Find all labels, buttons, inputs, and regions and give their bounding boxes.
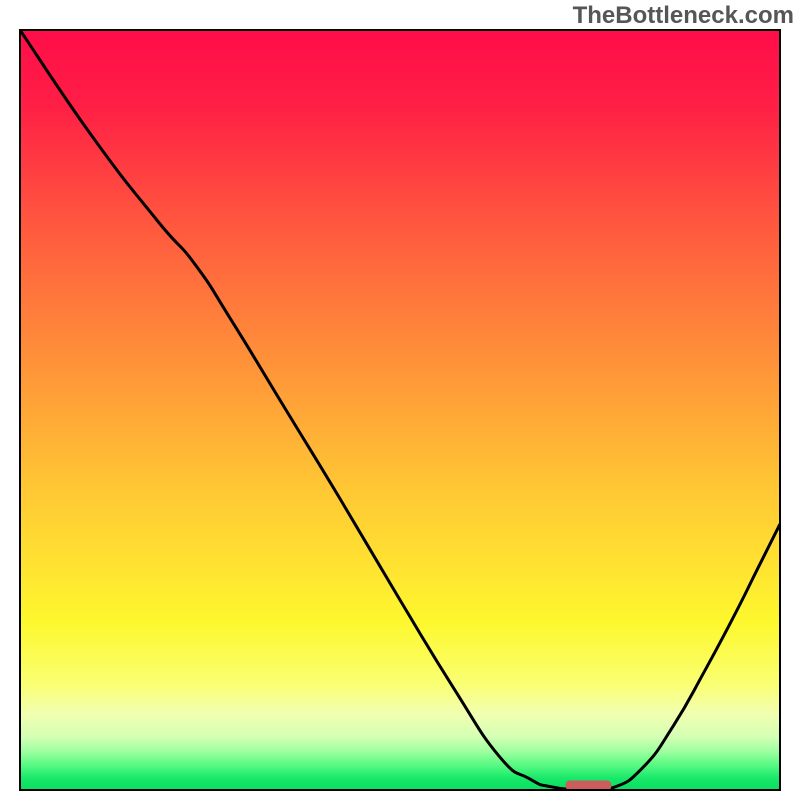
optimal-marker (566, 781, 612, 791)
bottleneck-chart: TheBottleneck.com (0, 0, 800, 800)
gradient-background (20, 30, 780, 790)
chart-svg (0, 0, 800, 800)
watermark-text: TheBottleneck.com (573, 2, 794, 30)
